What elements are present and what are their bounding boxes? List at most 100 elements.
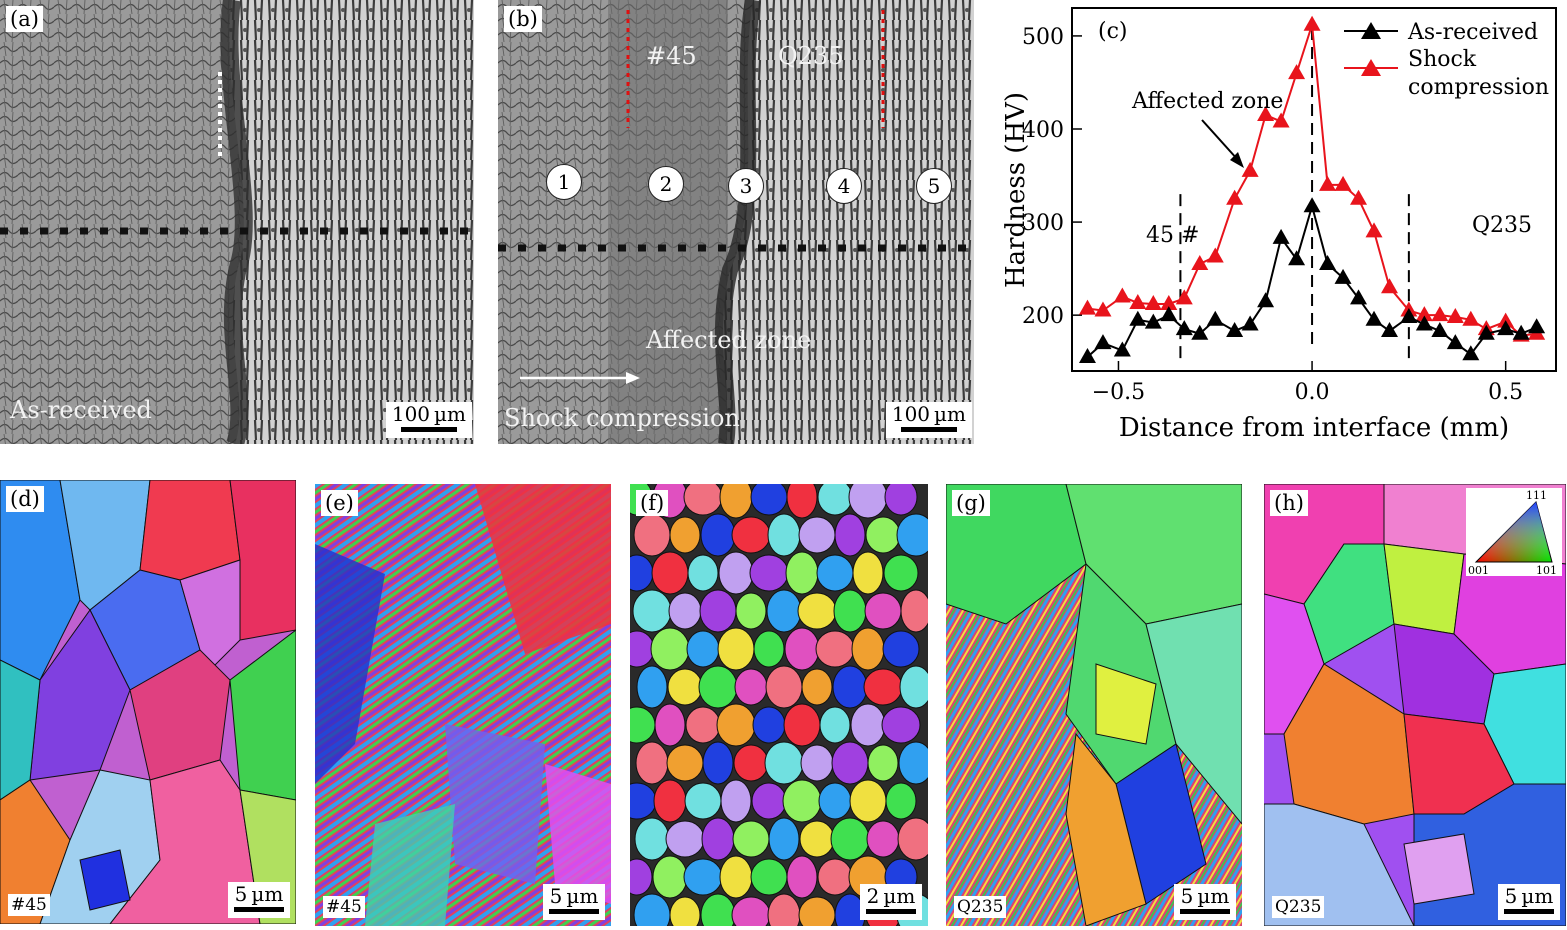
grain bbox=[684, 782, 722, 820]
annotation-affected-zone: Affected zone bbox=[1131, 89, 1283, 114]
grain bbox=[731, 516, 771, 554]
ebsd-f-grains bbox=[630, 484, 928, 926]
grain bbox=[866, 820, 900, 858]
data-point bbox=[1144, 313, 1162, 329]
data-point bbox=[1350, 289, 1368, 305]
grain bbox=[634, 817, 670, 861]
grain bbox=[633, 513, 671, 557]
scale-bar-b-label: 100 µm bbox=[891, 402, 966, 426]
y-ticks: 200 300 400 500 bbox=[1022, 25, 1082, 329]
zone-marker-4: 4 bbox=[826, 168, 862, 204]
grain bbox=[700, 513, 736, 557]
grain bbox=[850, 703, 886, 747]
ebsd-map-g: (g) Q235 5 µm bbox=[946, 484, 1242, 926]
data-point bbox=[1113, 341, 1131, 357]
panel-label-b: (b) bbox=[504, 6, 542, 32]
grain bbox=[633, 893, 671, 926]
material-tag-h: Q235 bbox=[1272, 896, 1325, 918]
scale-bar-a-line bbox=[400, 427, 457, 432]
data-point bbox=[1462, 310, 1480, 326]
grain bbox=[750, 484, 788, 516]
annotation-45: 45 # bbox=[1146, 223, 1199, 248]
ebsd-map-e: (e) #45 5 µm bbox=[315, 484, 611, 926]
panel-label-h: (h) bbox=[1270, 490, 1308, 516]
grain bbox=[666, 744, 704, 782]
grain bbox=[685, 706, 721, 744]
grain bbox=[786, 484, 818, 519]
grain bbox=[654, 703, 686, 747]
legend-marker-as-received bbox=[1361, 22, 1381, 39]
data-point bbox=[1431, 306, 1449, 322]
grain bbox=[765, 665, 803, 709]
x-ticks: −0.5 0.0 0.5 bbox=[1092, 361, 1523, 405]
label-q235-material: Q235 bbox=[778, 42, 844, 70]
grain bbox=[719, 855, 753, 899]
grain bbox=[797, 592, 837, 630]
grain bbox=[718, 551, 754, 595]
grain bbox=[650, 627, 690, 671]
affected-zone-label-b: Affected zone bbox=[646, 326, 812, 354]
ipf-label-101: 101 bbox=[1536, 564, 1557, 576]
label-45-material: #45 bbox=[646, 42, 697, 70]
grain bbox=[817, 484, 853, 516]
panel-label-g: (g) bbox=[952, 490, 990, 516]
annotation-q235: Q235 bbox=[1472, 213, 1532, 238]
data-point bbox=[1415, 315, 1433, 331]
grain bbox=[882, 630, 920, 668]
grain bbox=[630, 630, 655, 668]
grain bbox=[735, 592, 767, 630]
zone-marker-3: 3 bbox=[728, 168, 764, 204]
grain bbox=[798, 516, 836, 554]
micrograph-a-texture bbox=[0, 0, 474, 444]
grain bbox=[749, 554, 789, 592]
grain bbox=[665, 820, 705, 858]
panel-label-e: (e) bbox=[321, 490, 358, 516]
grain bbox=[699, 589, 737, 633]
scale-bar-d-line bbox=[234, 907, 284, 912]
grain bbox=[630, 858, 653, 896]
grain bbox=[785, 551, 819, 595]
grain bbox=[783, 703, 821, 747]
data-point bbox=[1094, 301, 1112, 317]
panel-label-c: (c) bbox=[1098, 19, 1128, 44]
y-tick-label: 200 bbox=[1022, 304, 1064, 329]
grain bbox=[652, 855, 688, 899]
grain bbox=[687, 554, 719, 592]
y-axis-label: Hardness (HV) bbox=[1001, 92, 1031, 288]
grain bbox=[630, 782, 657, 820]
data-point bbox=[1160, 306, 1178, 322]
data-point bbox=[1319, 254, 1337, 270]
data-point bbox=[1288, 250, 1306, 266]
data-point bbox=[1175, 320, 1193, 336]
x-tick-label: 0.0 bbox=[1295, 380, 1330, 405]
data-point bbox=[1528, 318, 1546, 334]
scale-bar-g: 5 µm bbox=[1174, 884, 1236, 920]
data-point bbox=[1446, 308, 1464, 324]
grain bbox=[816, 554, 854, 592]
data-point bbox=[1415, 306, 1433, 322]
grain bbox=[733, 744, 769, 782]
data-point bbox=[1497, 320, 1515, 336]
grain bbox=[753, 630, 785, 668]
grain bbox=[817, 858, 853, 896]
caption-shock-compression: Shock compression bbox=[504, 404, 740, 432]
scale-bar-f-label: 2 µm bbox=[866, 884, 916, 908]
grain bbox=[766, 589, 802, 633]
scale-bar-f-line bbox=[866, 909, 916, 914]
ipf-label-111: 111 bbox=[1526, 489, 1547, 502]
caption-as-received: As-received bbox=[10, 396, 152, 424]
data-point bbox=[1446, 334, 1464, 350]
grain bbox=[865, 516, 901, 554]
grain bbox=[686, 630, 720, 668]
scale-bar-d-label: 5 µm bbox=[234, 882, 284, 906]
grain bbox=[630, 706, 656, 744]
scale-bar-e-line bbox=[549, 909, 599, 914]
grain bbox=[883, 554, 919, 592]
data-point bbox=[1144, 294, 1162, 310]
grain bbox=[800, 744, 834, 782]
grain bbox=[786, 855, 818, 899]
legend: As-received Shock compression bbox=[1344, 20, 1549, 100]
grain bbox=[734, 668, 768, 706]
grain bbox=[851, 627, 885, 671]
grain bbox=[830, 817, 870, 861]
